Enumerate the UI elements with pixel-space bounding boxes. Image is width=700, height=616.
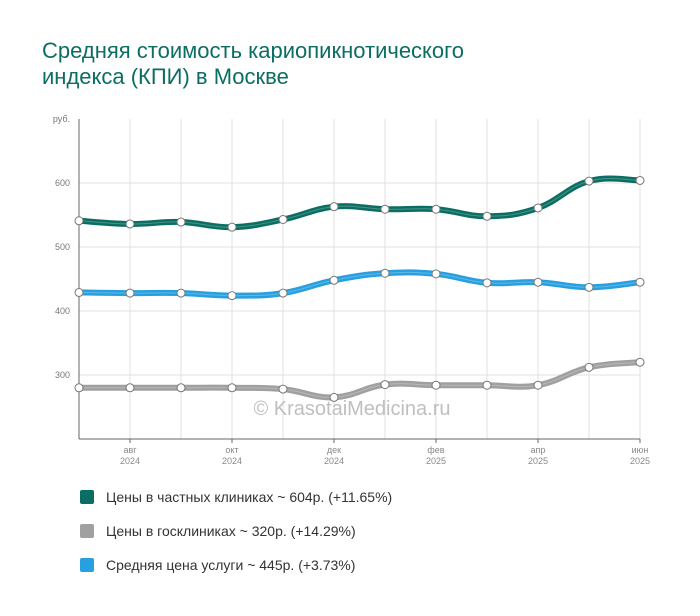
legend-label-private: Цены в частных клиниках ~ 604р. (+11.65%… (106, 489, 393, 505)
watermark: © KrasotaiMedicina.ru (253, 398, 450, 420)
series-line-highlight-private (78, 178, 641, 228)
x-tick-label-year: 2024 (120, 456, 140, 466)
y-tick-label: 600 (55, 178, 70, 188)
data-point-private (74, 216, 84, 226)
legend-item-average[interactable]: Средняя цена услуги ~ 445р. (+3.73%) (80, 556, 392, 574)
data-point-private (329, 202, 339, 212)
x-tick-label-year: 2025 (528, 456, 548, 466)
series-line-average (76, 269, 643, 299)
x-tick-label-year: 2025 (426, 456, 446, 466)
data-point-average (74, 287, 84, 297)
data-point-average (635, 277, 645, 287)
data-point-public (584, 362, 594, 372)
series-points (74, 175, 645, 402)
data-point-private (533, 203, 543, 213)
series-line-public (76, 359, 643, 401)
series-line-private (76, 175, 643, 231)
x-tick-label-month: авг (123, 445, 137, 455)
y-tick-label: 400 (55, 306, 70, 316)
data-point-public (125, 383, 135, 393)
data-point-private (278, 214, 288, 224)
data-point-public (482, 380, 492, 390)
data-point-average (278, 288, 288, 298)
data-point-public (74, 383, 84, 393)
chart-title-line-1: Средняя стоимость кариопикнотического (42, 38, 464, 63)
line-chart: © KrasotaiMedicina.ru 300 400 500 600 руб. ав… (53, 114, 650, 466)
data-point-average (584, 282, 594, 292)
series-lines (76, 175, 643, 401)
data-point-average (380, 268, 390, 278)
y-axis-unit-label: руб. (53, 114, 70, 124)
x-tick-label-year: 2024 (222, 456, 242, 466)
data-point-private (584, 176, 594, 186)
data-point-private (176, 217, 186, 227)
data-point-private (482, 211, 492, 221)
data-point-private (635, 175, 645, 185)
x-tick-label-month: июн (632, 445, 649, 455)
data-point-public (380, 380, 390, 390)
data-point-public (227, 383, 237, 393)
data-point-private (431, 204, 441, 214)
data-point-average (227, 291, 237, 301)
chart-title: Средняя стоимость кариопикнотического ин… (42, 38, 642, 90)
data-point-private (380, 204, 390, 214)
y-tick-label: 300 (55, 370, 70, 380)
legend: Цены в частных клиниках ~ 604р. (+11.65%… (80, 488, 392, 590)
data-point-public (533, 380, 543, 390)
data-point-average (431, 269, 441, 279)
series-line-highlight-average (78, 271, 641, 297)
x-tick-label-month: фев (427, 445, 444, 455)
x-tick-label-month: дек (327, 445, 341, 455)
data-point-private (125, 219, 135, 229)
data-point-public (278, 384, 288, 394)
data-point-public (176, 383, 186, 393)
data-point-average (125, 288, 135, 298)
chart-title-line-2: индекса (КПИ) в Москве (42, 64, 289, 89)
x-tick-label-year: 2025 (630, 456, 650, 466)
legend-item-private[interactable]: Цены в частных клиниках ~ 604р. (+11.65%… (80, 488, 392, 506)
data-point-private (227, 222, 237, 232)
y-tick-label: 500 (55, 242, 70, 252)
data-point-public (329, 392, 339, 402)
x-tick-label-month: окт (225, 445, 238, 455)
data-point-average (329, 275, 339, 285)
data-point-average (482, 278, 492, 288)
legend-label-public: Цены в госклиниках ~ 320р. (+14.29%) (106, 523, 356, 539)
data-point-average (533, 277, 543, 287)
data-point-public (635, 357, 645, 367)
legend-label-average: Средняя цена услуги ~ 445р. (+3.73%) (106, 557, 356, 573)
legend-swatch-private (80, 490, 94, 504)
legend-item-public[interactable]: Цены в госклиниках ~ 320р. (+14.29%) (80, 522, 392, 540)
series-line-highlight-public (78, 361, 641, 398)
legend-swatch-public (80, 524, 94, 538)
x-tick-label-month: апр (531, 445, 546, 455)
data-point-average (176, 288, 186, 298)
legend-swatch-average (80, 558, 94, 572)
data-point-public (431, 380, 441, 390)
x-tick-label-year: 2024 (324, 456, 344, 466)
